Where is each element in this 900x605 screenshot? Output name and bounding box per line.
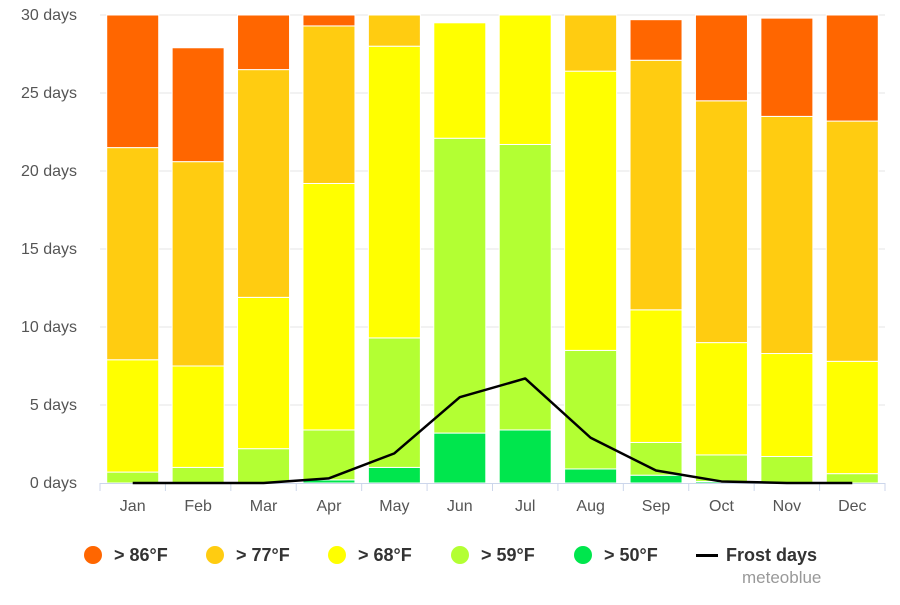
x-tick-label: Feb [184,498,212,515]
bar-segment[interactable] [498,143,552,431]
x-axis-tick-labels: Jan Feb Mar Apr May Jun Jul Aug Sep Oct Nov Dec [120,498,867,515]
legend-item-68f[interactable]: > 68°F [328,538,412,572]
y-tick-label: 30 days [21,7,77,24]
bar-segment[interactable] [564,349,618,470]
bar-segment[interactable] [367,45,421,339]
x-tick-label: Mar [250,498,278,515]
legend-item-59f[interactable]: > 59°F [451,538,535,572]
y-tick-label: 25 days [21,85,77,102]
bar-segment[interactable] [106,359,160,473]
x-tick-label: Jan [120,498,146,515]
bar-segment[interactable] [825,360,879,475]
y-tick-label: 0 days [30,475,77,492]
y-tick-label: 10 days [21,319,77,336]
frost-days-line[interactable] [132,377,853,485]
bar-segment[interactable] [237,448,291,484]
bar-segment[interactable] [564,70,618,351]
x-tick-label: Dec [838,498,866,515]
legend-item-86f[interactable]: > 86°F [84,538,168,572]
bar-segment[interactable] [825,120,879,362]
bar-segment[interactable] [498,14,552,145]
bar-segment[interactable] [760,115,814,355]
gridlines [100,14,885,406]
x-tick-label: Aug [576,498,604,515]
bar-segment[interactable] [106,14,160,149]
legend-label: > 86°F [114,544,168,565]
legend-item-50f[interactable]: > 50°F [574,538,658,572]
bar-segment[interactable] [171,161,225,367]
bar-segment[interactable] [171,466,225,484]
bar-segment[interactable] [760,455,814,484]
bar-segment[interactable] [433,432,487,484]
legend-label: Frost days [726,544,818,565]
legend-item-77f[interactable]: > 77°F [206,538,290,572]
bar-segment[interactable] [629,59,683,311]
x-tick-label: Jul [515,498,535,515]
y-tick-label: 5 days [30,397,77,414]
legend-item-frost-days[interactable]: Frost days [696,538,817,572]
x-tick-label: Oct [709,498,734,515]
bar-segment[interactable] [302,25,356,184]
bar-segment[interactable] [367,337,421,468]
bar-segment[interactable] [171,47,225,163]
legend-label: > 77°F [236,544,290,565]
bar-segment[interactable] [498,429,552,484]
x-tick-label: Sep [642,498,671,515]
legend-line-frost-days [696,553,718,557]
legend-dot-86f [84,546,102,564]
bar-segment[interactable] [171,365,225,468]
bar-segment[interactable] [694,342,748,456]
legend-dot-50f [574,546,592,564]
bar-segment[interactable] [237,69,291,298]
bars [106,14,879,484]
bar-segment[interactable] [302,14,356,27]
y-axis-tick-labels: 0 days 5 days 10 days 15 days 20 days 25 days… [21,7,77,492]
legend: > 86°F > 77°F > 68°F > 59°F > 50°F Frost… [0,538,900,572]
bar-segment[interactable] [760,17,814,117]
bar-segment[interactable] [237,14,291,71]
bar-segment[interactable] [564,468,618,484]
bar-segment[interactable] [433,22,487,139]
bar-segment[interactable] [629,309,683,443]
legend-label: > 68°F [358,544,412,565]
frost-days-line-layer [132,377,853,485]
legend-dot-59f [451,546,469,564]
bar-segment[interactable] [694,100,748,344]
bar-segment[interactable] [760,353,814,457]
legend-dot-68f [328,546,346,564]
bar-segment[interactable] [433,137,487,434]
bar-segment[interactable] [629,474,683,484]
legend-label: > 59°F [481,544,535,565]
bar-segment[interactable] [367,14,421,47]
bar-segment[interactable] [106,471,160,484]
legend-dot-77f [206,546,224,564]
legend-label: > 50°F [604,544,658,565]
x-tick-label: Jun [447,498,473,515]
bar-segment[interactable] [694,14,748,102]
bar-segment[interactable] [106,147,160,361]
bar-segment[interactable] [302,182,356,431]
bar-segment[interactable] [367,466,421,484]
y-tick-label: 15 days [21,241,77,258]
bar-segment[interactable] [825,14,879,122]
x-tick-label: Nov [773,498,801,515]
x-tick-label: Apr [317,498,343,515]
x-tick-label: May [379,498,409,515]
bar-segment[interactable] [237,296,291,450]
y-tick-label: 20 days [21,163,77,180]
bar-segment[interactable] [629,19,683,61]
bar-segment[interactable] [825,473,879,484]
meteoblue-credit[interactable]: meteoblue [742,568,822,587]
bar-segment[interactable] [564,14,618,72]
